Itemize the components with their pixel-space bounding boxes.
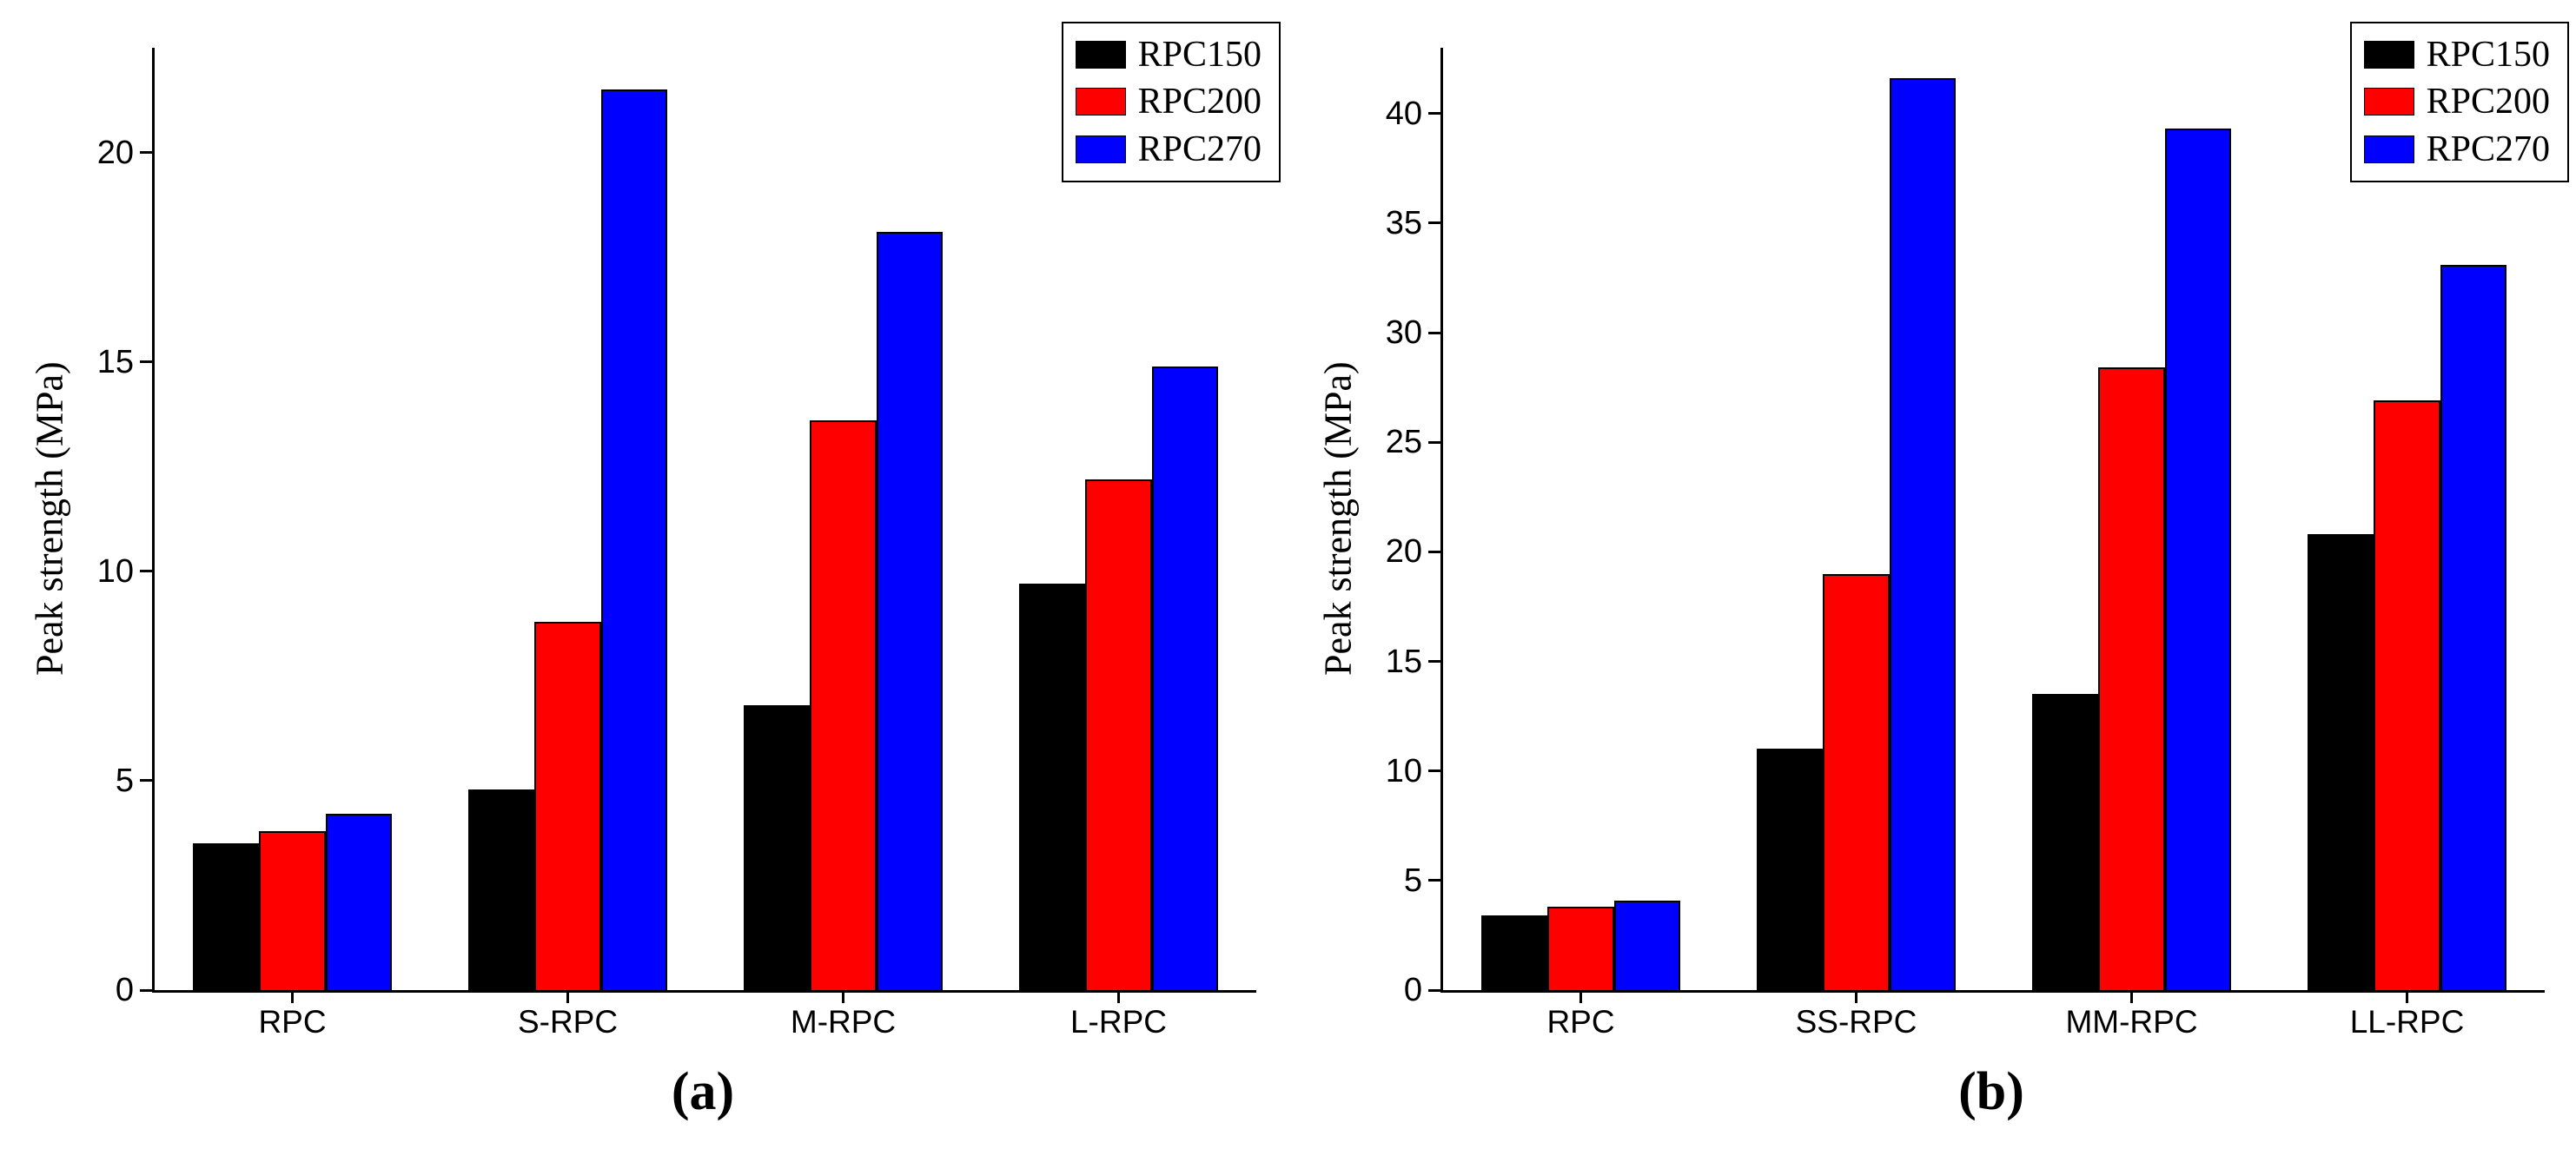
bar-L-RPC-RPC150 (1019, 584, 1086, 990)
legend-label-RPC270: RPC270 (2426, 129, 2550, 169)
bar-RPC-RPC270 (325, 814, 392, 990)
legend-swatch-RPC200 (1075, 88, 1126, 116)
bar-L-RPC-RPC270 (1151, 366, 1218, 990)
y-tick (1428, 660, 1440, 664)
bar-SS-RPC-RPC270 (1889, 78, 1956, 990)
bar-S-RPC-RPC270 (600, 89, 667, 990)
bar-SS-RPC-RPC150 (1757, 749, 1824, 990)
legend-label-RPC150: RPC150 (1137, 35, 1262, 75)
legend-entry: RPC200 (2363, 81, 2550, 122)
bar-M-RPC-RPC200 (810, 420, 877, 990)
bar-MM-RPC-RPC270 (2164, 129, 2231, 990)
bar-SS-RPC-RPC200 (1823, 573, 1890, 990)
y-tick-label: 40 (1385, 95, 1422, 132)
legend-entry: RPC270 (1075, 129, 1262, 170)
x-category-label: LL-RPC (2349, 1004, 2465, 1040)
legend-swatch-RPC270 (1075, 135, 1126, 163)
bar-RPC-RPC200 (1547, 907, 1614, 990)
legend-swatch-RPC200 (2363, 88, 2414, 116)
bar-LL-RPC-RPC200 (2374, 400, 2440, 990)
bar-L-RPC-RPC200 (1085, 479, 1152, 990)
y-tick (1428, 550, 1440, 553)
y-tick (1428, 440, 1440, 444)
bar-S-RPC-RPC200 (534, 621, 601, 990)
bar-LL-RPC-RPC150 (2308, 534, 2374, 990)
chart-panel-b: Peak strength (MPa) 0 5 10 15 20 25 30 35 40 RPC S… (1288, 0, 2576, 1169)
x-category-label: RPC (258, 1004, 327, 1040)
legend-swatch-RPC150 (1075, 41, 1126, 69)
x-category-label: M-RPC (790, 1004, 897, 1040)
y-tick-label: 20 (96, 134, 134, 171)
y-tick-label: 25 (1385, 424, 1422, 461)
y-tick-label: 20 (1385, 533, 1422, 571)
legend-entry: RPC270 (2363, 129, 2550, 170)
y-tick (140, 360, 152, 364)
legend-label-RPC270: RPC270 (1137, 129, 1262, 169)
y-tick (1428, 769, 1440, 773)
y-tick-label: 15 (1385, 643, 1422, 680)
legend: RPC150 RPC200 RPC270 (2349, 22, 2569, 182)
legend-swatch-RPC270 (2363, 135, 2414, 163)
x-tick (2130, 993, 2133, 1003)
legend-label-RPC150: RPC150 (2426, 35, 2550, 75)
bar-MM-RPC-RPC200 (2098, 367, 2165, 990)
chart-panel-a: Peak strength (MPa) 0 5 10 15 20 RPC S-RPC M-RP… (28, 22, 1281, 1121)
y-tick (140, 570, 152, 573)
bar-LL-RPC-RPC270 (2440, 264, 2506, 990)
y-tick (140, 779, 152, 783)
subfigure-label-b: (b) (1958, 1062, 2024, 1121)
x-category-label: L-RPC (1069, 1004, 1168, 1040)
bar-MM-RPC-RPC150 (2032, 694, 2099, 990)
bar-RPC-RPC150 (1481, 915, 1548, 990)
y-tick-label: 0 (115, 972, 134, 1008)
legend-swatch-RPC150 (2363, 41, 2414, 69)
bar-RPC-RPC150 (193, 843, 260, 990)
y-tick-label: 10 (1385, 752, 1422, 789)
x-tick (842, 993, 844, 1003)
y-axis-title: Peak strength (MPa) (1316, 361, 1360, 677)
x-category-label: MM-RPC (2065, 1004, 2198, 1040)
y-tick-label: 35 (1385, 204, 1422, 241)
y-tick (1428, 988, 1440, 992)
x-category-label: RPC (1546, 1004, 1615, 1040)
y-axis-title: Peak strength (MPa) (28, 361, 71, 677)
bar-RPC-RPC270 (1613, 900, 1680, 990)
y-tick (1428, 331, 1440, 334)
x-tick (1855, 993, 1858, 1003)
legend: RPC150 RPC200 RPC270 (1061, 22, 1281, 182)
legend-entry: RPC150 (1075, 34, 1262, 76)
x-category-label: SS-RPC (1795, 1004, 1917, 1040)
bar-M-RPC-RPC150 (744, 705, 811, 990)
legend-label-RPC200: RPC200 (1137, 82, 1262, 122)
x-tick (1579, 993, 1582, 1003)
y-tick (140, 151, 152, 155)
y-tick-label: 10 (96, 552, 134, 590)
y-tick (1428, 879, 1440, 882)
y-tick-label: 5 (115, 762, 134, 799)
legend-entry: RPC200 (1075, 81, 1262, 122)
y-tick-label: 15 (96, 343, 134, 380)
plot-area: 0 5 10 15 20 25 30 35 40 RPC SS-RPC MM-RPC LL-RPC RPC… (1386, 22, 2569, 1038)
x-tick (2406, 993, 2408, 1003)
y-tick-label: 5 (1403, 862, 1422, 899)
y-tick-label: 30 (1385, 314, 1422, 352)
bar-RPC-RPC200 (259, 830, 326, 990)
bar-M-RPC-RPC270 (876, 232, 943, 990)
x-tick (291, 993, 294, 1003)
bar-S-RPC-RPC150 (468, 789, 535, 990)
subfigure-label-a: (a) (671, 1062, 735, 1121)
legend-entry: RPC150 (2363, 34, 2550, 76)
legend-label-RPC200: RPC200 (2426, 82, 2550, 122)
y-tick (1428, 112, 1440, 116)
x-category-label: S-RPC (517, 1004, 619, 1040)
plot-area: 0 5 10 15 20 RPC S-RPC M-RPC L-RPC RPC150 RPC200 RP… (97, 22, 1281, 1038)
x-tick (1117, 993, 1120, 1003)
y-tick (140, 988, 152, 992)
x-tick (566, 993, 569, 1003)
y-tick (1428, 221, 1440, 225)
y-tick-label: 0 (1403, 972, 1422, 1008)
